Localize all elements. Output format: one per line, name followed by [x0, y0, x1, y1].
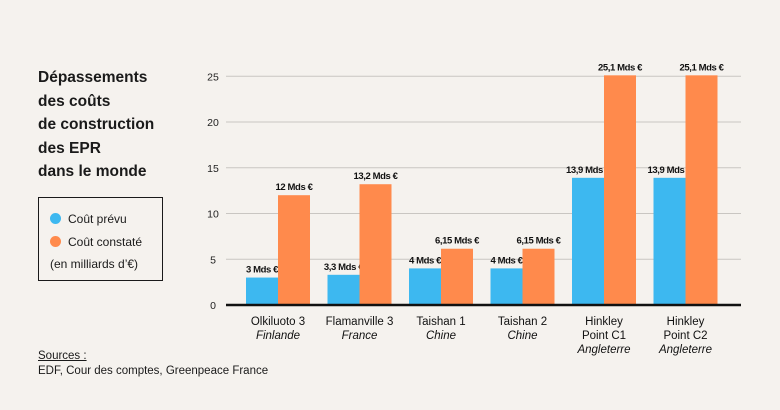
bar-actual	[685, 75, 718, 306]
value-label-planned: 3 Mds €	[246, 265, 279, 276]
category-label: Olkiluoto 3	[251, 316, 305, 328]
category-label: Point C1	[582, 330, 626, 342]
category-country-label: Angleterre	[658, 344, 712, 356]
title-line: des coûts	[38, 92, 111, 110]
y-tick-label: 5	[210, 254, 216, 266]
value-label-actual: 25,1 Mds €	[679, 62, 724, 73]
legend-swatch-actual	[50, 236, 61, 247]
bar-actual	[278, 195, 310, 305]
category-label: Hinkley	[667, 316, 705, 328]
value-label-planned: 13,9 Mds €	[566, 165, 611, 176]
title-line: Dépassements	[38, 69, 148, 86]
sources: Sources : EDF, Cour des comptes, Greenpe…	[38, 349, 268, 379]
legend-item-planned: Coût prévu	[50, 207, 162, 230]
y-tick-label: 20	[207, 117, 219, 129]
y-tick-label: 0	[210, 300, 216, 312]
y-tick-label: 10	[207, 209, 219, 221]
bar-planned	[653, 177, 686, 305]
bar-actual	[522, 248, 555, 305]
category-label: Taishan 1	[416, 316, 465, 328]
sources-text: EDF, Cour des comptes, Greenpeace France	[38, 365, 269, 377]
value-label-actual: 6,15 Mds €	[516, 236, 561, 247]
legend-label-actual: Coût constaté	[68, 234, 143, 249]
category-label: Flamanville 3	[326, 316, 394, 328]
legend-unit-note: (en milliards d’€)	[50, 257, 139, 271]
value-label-actual: 13,2 Mds €	[353, 171, 398, 182]
bar-planned	[327, 274, 360, 305]
bar-planned	[490, 268, 523, 305]
legend-swatch-planned	[50, 213, 61, 224]
category-country-label: Finlande	[256, 330, 300, 342]
bar-actual	[604, 75, 636, 306]
bar-actual	[441, 248, 473, 305]
title-line: de construction	[38, 116, 155, 133]
value-label-planned: 3,3 Mds €	[324, 262, 364, 273]
legend-label-planned: Coût prévu	[68, 211, 127, 226]
legend: Coût prévu Coût constaté (en milliards d…	[38, 197, 163, 281]
y-tick-label: 15	[207, 163, 219, 175]
value-label-planned: 4 Mds €	[490, 255, 523, 266]
category-country-label: France	[342, 330, 378, 342]
value-label-planned: 4 Mds €	[409, 255, 442, 266]
value-label-actual: 6,15 Mds €	[435, 236, 480, 247]
legend-item-actual: Coût constaté	[50, 230, 162, 253]
category-country-label: Angleterre	[576, 344, 630, 356]
y-tick-label: 25	[207, 71, 219, 83]
category-country-label: Chine	[426, 330, 456, 342]
category-label: Hinkley	[585, 316, 623, 328]
category-country-label: Chine	[507, 330, 537, 342]
value-label-actual: 12 Mds €	[276, 182, 314, 193]
category-label: Taishan 2	[498, 316, 547, 328]
bar-planned	[246, 277, 278, 305]
title-line: dans le monde	[38, 163, 147, 180]
bar-planned	[409, 268, 441, 305]
value-label-actual: 25,1 Mds €	[598, 62, 643, 73]
value-label-planned: 13,9 Mds €	[647, 165, 692, 176]
bar-planned	[572, 177, 604, 305]
sources-label: Sources :	[38, 350, 87, 362]
category-label: Point C2	[663, 330, 707, 342]
chart-title: Dépassements des coûts de construction d…	[38, 66, 208, 184]
bar-actual	[359, 184, 392, 305]
title-line: des EPR	[38, 139, 101, 157]
